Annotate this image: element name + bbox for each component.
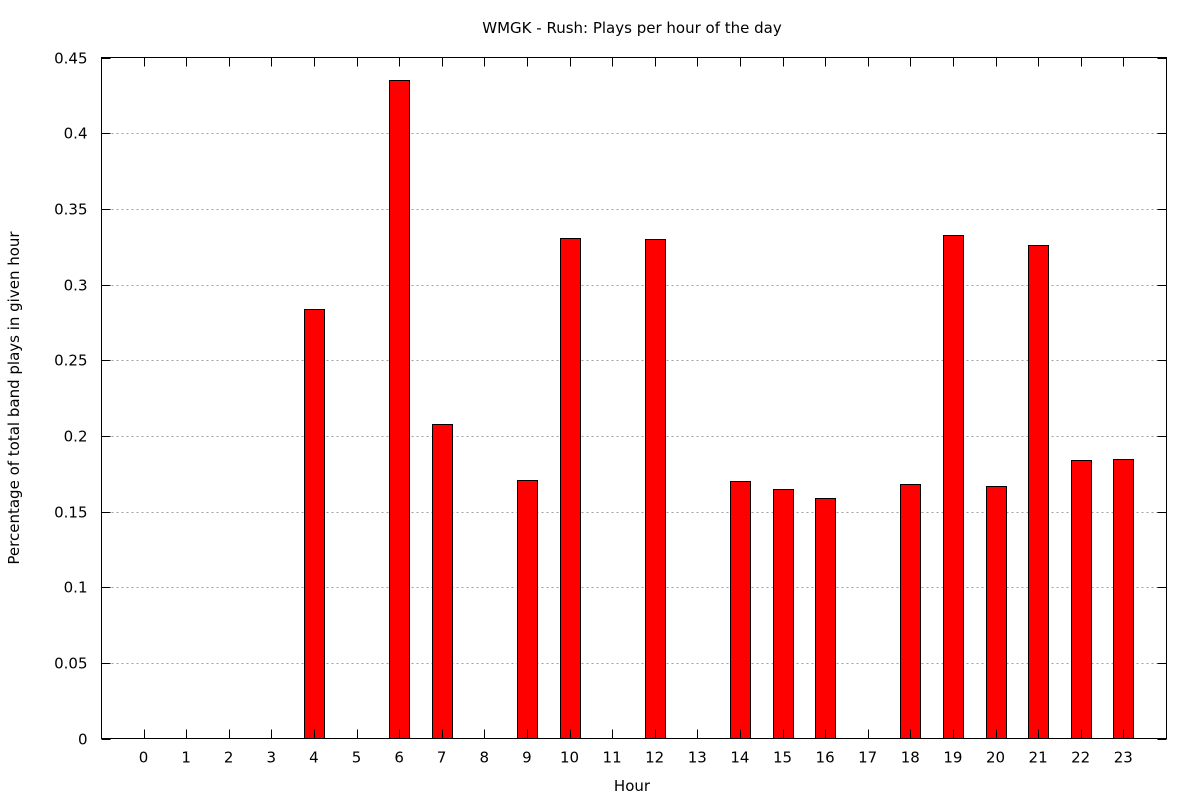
bar-hour-4	[304, 309, 325, 739]
y-tick-label: 0.25	[54, 352, 87, 370]
bar-hour-23	[1113, 459, 1134, 739]
y-tick-label: 0.3	[64, 277, 88, 295]
x-tick-label: 17	[858, 749, 877, 767]
x-tick-label: 0	[139, 749, 149, 767]
y-tick-label: 0.4	[64, 125, 88, 143]
x-axis-label: Hour	[614, 777, 651, 795]
x-tick-label: 14	[730, 749, 749, 767]
x-tick-label: 15	[773, 749, 792, 767]
bar-hour-20	[986, 486, 1007, 739]
bar-hour-18	[900, 484, 921, 739]
bars	[304, 80, 1134, 739]
bar-hour-12	[645, 239, 666, 739]
y-tick-label: 0.1	[64, 579, 88, 597]
y-tick-label: 0.45	[54, 50, 87, 68]
x-tick-label: 9	[522, 749, 532, 767]
bar-hour-19	[943, 235, 964, 739]
plot-frame	[101, 57, 1167, 739]
chart-title: WMGK - Rush: Plays per hour of the day	[482, 19, 782, 37]
bar-hour-6	[389, 80, 410, 739]
x-tick-label: 4	[309, 749, 319, 767]
bar-hour-9	[517, 480, 538, 739]
x-tick-label: 16	[816, 749, 835, 767]
x-tick-label: 10	[560, 749, 579, 767]
x-tick-label: 1	[181, 749, 191, 767]
ticks: 00.050.10.150.20.250.30.350.40.450 1 2 3 4 5 6…	[54, 50, 1167, 767]
bar-hour-10	[560, 238, 581, 739]
y-tick-label: 0.05	[54, 655, 87, 673]
x-tick-label: 3	[267, 749, 277, 767]
y-tick-label: 0.2	[64, 428, 88, 446]
bar-hour-14	[730, 481, 751, 739]
y-tick-label: 0	[78, 731, 88, 749]
x-tick-label: 8	[480, 749, 490, 767]
bar-hour-16	[815, 498, 836, 739]
x-tick-label: 19	[943, 749, 962, 767]
x-tick-label: 22	[1071, 749, 1090, 767]
x-tick-label: 20	[986, 749, 1005, 767]
x-tick-label: 6	[394, 749, 404, 767]
x-tick-label: 21	[1029, 749, 1048, 767]
x-tick-label: 13	[688, 749, 707, 767]
bar-hour-21	[1028, 245, 1049, 739]
x-tick-label: 11	[603, 749, 622, 767]
bar-hour-15	[773, 489, 794, 739]
x-tick-label: 5	[352, 749, 362, 767]
x-tick-label: 12	[645, 749, 664, 767]
x-tick-label: 7	[437, 749, 447, 767]
x-tick-label: 23	[1114, 749, 1133, 767]
y-tick-label: 0.15	[54, 504, 87, 522]
y-tick-label: 0.35	[54, 201, 87, 219]
x-tick-label: 18	[901, 749, 920, 767]
x-tick-label: 2	[224, 749, 234, 767]
y-axis-label: Percentage of total band plays in given …	[5, 231, 23, 565]
bar-hour-7	[432, 424, 453, 739]
bar-hour-22	[1071, 460, 1092, 739]
